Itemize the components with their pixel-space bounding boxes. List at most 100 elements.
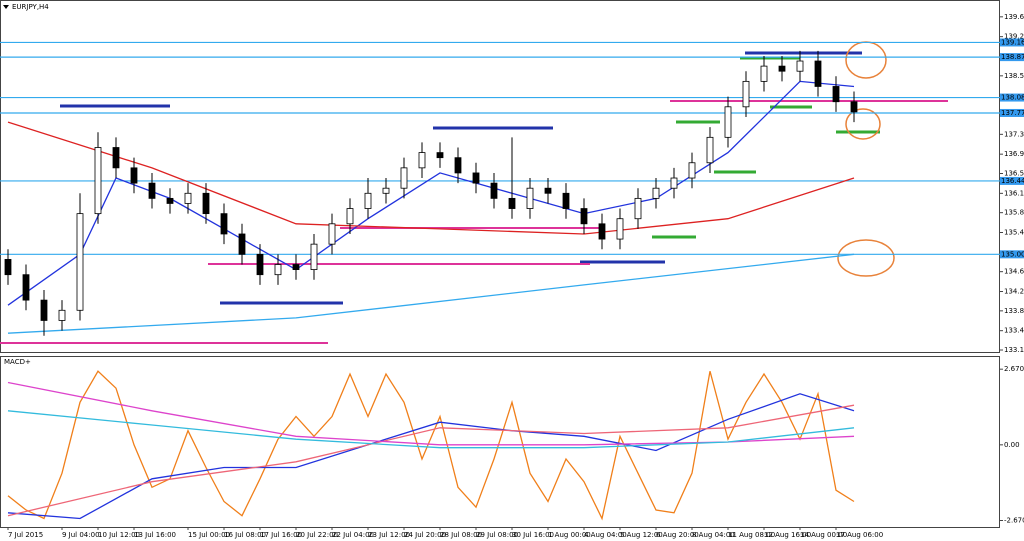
annotations xyxy=(60,51,880,305)
candle-body xyxy=(400,167,408,189)
candle-body xyxy=(760,65,768,82)
x-tick-label: 6 Aug 20:00 xyxy=(656,531,699,539)
level-label: 139.165 xyxy=(1001,38,1024,46)
menu-arrow[interactable] xyxy=(3,5,9,9)
x-tick-label: 15 Jul 00:00 xyxy=(188,531,230,539)
indicator-line xyxy=(7,404,855,517)
x-tick-label: 5 Aug 12:00 xyxy=(620,531,663,539)
highlight-circle xyxy=(837,239,895,277)
candle-body xyxy=(580,208,588,225)
level-tag xyxy=(1000,38,1024,47)
y-tick-label: 135.819 xyxy=(1004,209,1024,217)
level-tag xyxy=(1000,93,1024,102)
x-tick-label: 9 Jul 04:00 xyxy=(62,531,100,539)
y-tick-label: 136.969 xyxy=(1004,150,1024,158)
candle-body xyxy=(130,167,138,184)
candle-body xyxy=(4,259,12,276)
candle-body xyxy=(148,182,156,199)
candle-body xyxy=(346,208,354,225)
candle-body xyxy=(76,213,84,311)
candle-body xyxy=(292,264,300,270)
candle-body xyxy=(112,147,120,169)
y-tick-label: 136.589 xyxy=(1004,169,1024,177)
y-tick-label: 2.6704 xyxy=(1004,365,1024,373)
y-tick-label: 138.509 xyxy=(1004,72,1024,80)
y-tick-label: 136.199 xyxy=(1004,189,1024,197)
candle-body xyxy=(616,218,624,240)
candle-body xyxy=(490,182,498,199)
macd-title: MACD+ xyxy=(4,358,31,366)
candle-body xyxy=(796,60,804,72)
candle-body xyxy=(202,192,210,215)
candle-body xyxy=(832,86,840,103)
candle-body xyxy=(94,147,102,215)
candle-body xyxy=(670,177,678,189)
candle-body xyxy=(526,187,534,209)
candle-body xyxy=(688,162,696,179)
y-tick-label: -2.6704 xyxy=(1004,516,1024,524)
candle-body xyxy=(634,197,642,220)
y-tick-label: 137.359 xyxy=(1004,130,1024,138)
macd-panel xyxy=(0,356,1000,528)
candle-body xyxy=(508,197,516,209)
y-tick-label: 0.00 xyxy=(1004,441,1020,449)
x-tick-label: 22 Jul 04:00 xyxy=(332,531,374,539)
candle-body xyxy=(310,243,318,270)
price-panel xyxy=(0,0,1000,353)
indicator-line xyxy=(7,410,855,449)
chart-title: EURJPY,H4 xyxy=(12,3,49,11)
level-label: 137.779 xyxy=(1001,109,1024,117)
y-tick-label: 133.499 xyxy=(1004,327,1024,335)
level-label: 136.443 xyxy=(1001,177,1024,185)
x-tick-label: 1 Aug 00:00 xyxy=(548,531,591,539)
candle-body xyxy=(364,192,372,209)
level-tag xyxy=(1000,53,1024,62)
candle-body xyxy=(724,106,732,138)
x-tick-label: 11 Aug 08:00 xyxy=(728,531,775,539)
x-tick-label: 29 Jul 08:00 xyxy=(476,531,518,539)
y-tick-label: 135.429 xyxy=(1004,229,1024,237)
candle-body xyxy=(22,274,30,301)
highlight-circle xyxy=(845,108,881,140)
candle-body xyxy=(742,80,750,108)
x-tick-label: 14 Aug 00:00 xyxy=(800,531,847,539)
candle-body xyxy=(328,223,336,245)
indicator-line xyxy=(7,393,855,520)
candle-body xyxy=(598,223,606,240)
x-tick-label: 4 Aug 04:00 xyxy=(584,531,627,539)
y-tick-label: 139.669 xyxy=(1004,13,1024,21)
candle-body xyxy=(184,192,192,204)
y-tick-label: 133.889 xyxy=(1004,307,1024,315)
candle-body xyxy=(274,264,282,276)
candle-body xyxy=(418,152,426,169)
x-tick-label: 20 Jul 22:00 xyxy=(296,531,338,539)
indicator-line xyxy=(7,253,855,334)
level-tag xyxy=(1000,250,1024,259)
candle-body xyxy=(652,187,660,199)
level-label: 135.000 xyxy=(1001,250,1024,258)
candle-body xyxy=(778,65,786,72)
x-tick-label: 8 Aug 04:00 xyxy=(692,531,735,539)
x-tick-label: 17 Aug 06:00 xyxy=(836,531,883,539)
x-tick-label: 24 Jul 20:00 xyxy=(404,531,446,539)
candle-body xyxy=(454,157,462,174)
x-tick-label: 13 Jul 16:00 xyxy=(134,531,176,539)
candle-body xyxy=(382,187,390,194)
candle-body xyxy=(238,233,246,255)
y-tick-label: 134.269 xyxy=(1004,288,1024,296)
candle-body xyxy=(814,60,822,87)
x-tick-label: 10 Jul 12:00 xyxy=(98,531,140,539)
x-tick-label: 7 Jul 2015 xyxy=(8,531,43,539)
candle-body xyxy=(472,172,480,184)
candle-body xyxy=(544,187,552,194)
level-label: 138.082 xyxy=(1001,94,1024,102)
candle-body xyxy=(436,152,444,159)
candle-body xyxy=(256,253,264,276)
level-tag xyxy=(1000,108,1024,117)
y-tick-label: 134.659 xyxy=(1004,268,1024,276)
pink-levels xyxy=(0,100,948,344)
x-tick-label: 30 Jul 16:00 xyxy=(512,531,554,539)
candle-body xyxy=(58,309,66,321)
